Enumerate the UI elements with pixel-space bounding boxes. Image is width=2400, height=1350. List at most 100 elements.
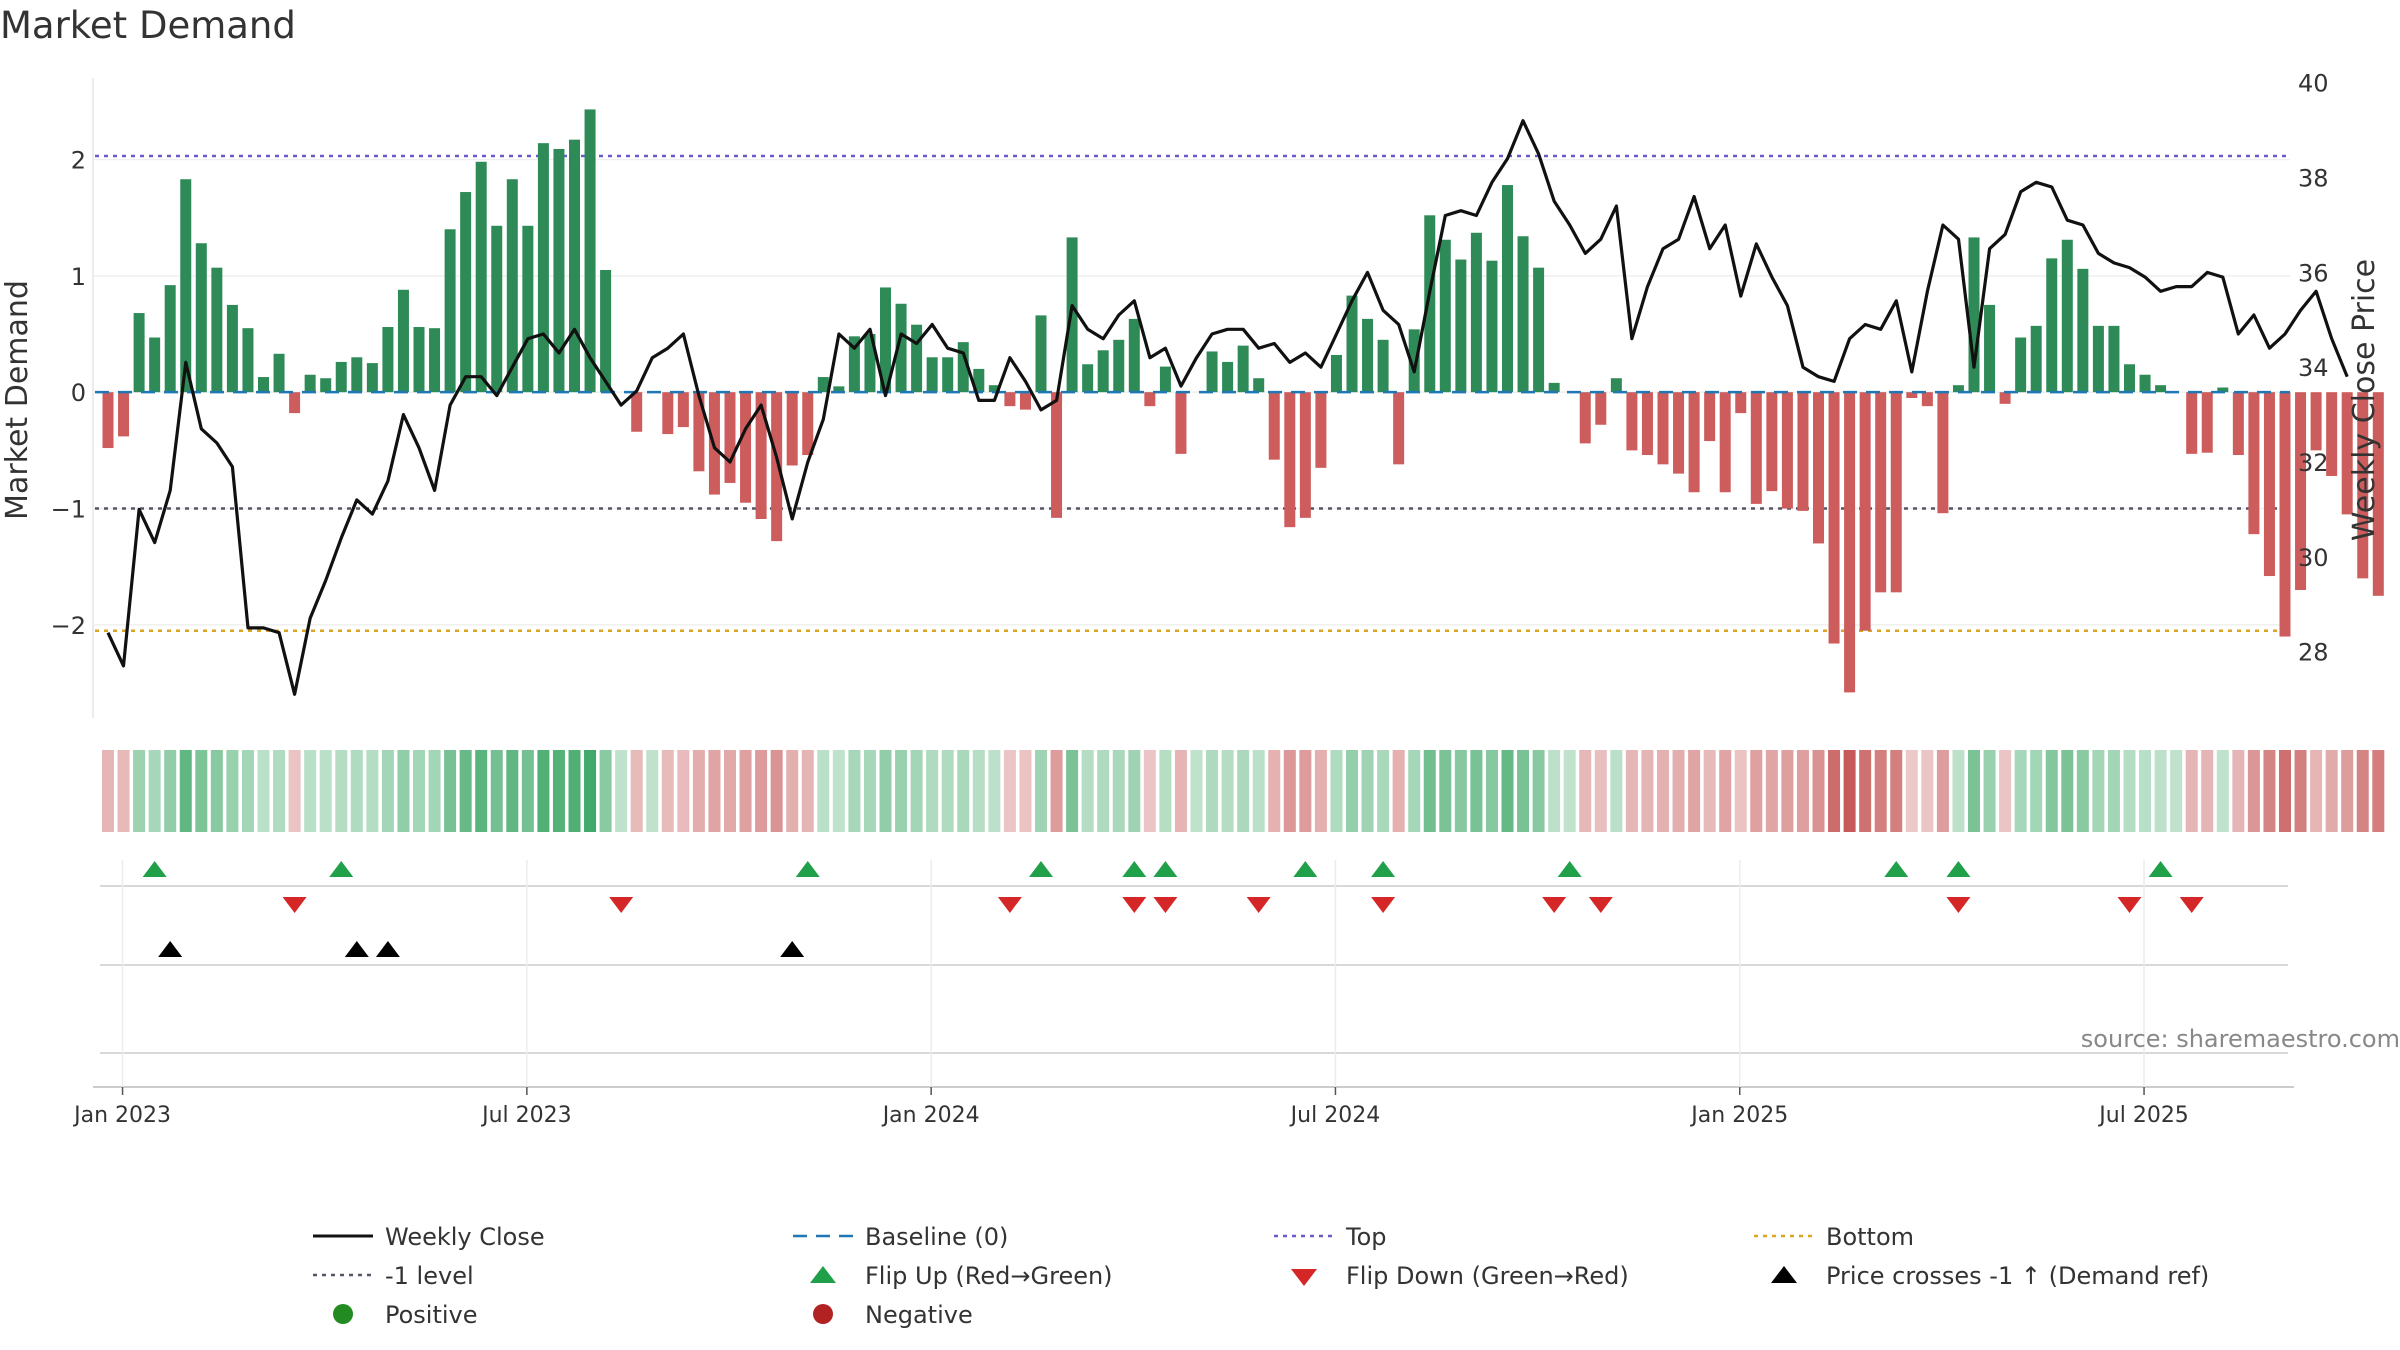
strip-cell: [1206, 750, 1219, 832]
legend-flip-up-icon: [810, 1266, 836, 1283]
demand-bar: [1735, 392, 1747, 414]
demand-bar: [164, 285, 176, 393]
legend-flip-down-icon: [1291, 1269, 1317, 1286]
demand-bar: [242, 328, 254, 393]
demand-bar: [1237, 345, 1249, 393]
strip-cell: [926, 750, 939, 832]
legend-positive-label: Positive: [385, 1301, 478, 1329]
reference-lines: [95, 154, 2290, 632]
demand-bar: [1175, 392, 1187, 454]
strip-cell: [630, 750, 643, 832]
demand-bar: [1502, 185, 1513, 393]
demand-bar: [304, 374, 316, 393]
strip-cell: [863, 750, 876, 832]
flip-down-marker: [609, 897, 634, 913]
flip-down-marker: [1371, 897, 1396, 913]
strip-cell: [1066, 750, 1079, 832]
strip-cell: [1377, 750, 1390, 832]
demand-bar: [1082, 364, 1094, 393]
strip-cell: [444, 750, 457, 832]
strip-cell: [210, 750, 223, 832]
strip-cell: [2170, 750, 2183, 832]
right-tick-label: 38: [2298, 165, 2329, 193]
strip-cell: [1594, 750, 1607, 832]
strip-cell: [661, 750, 674, 832]
left-tick-label: 2: [71, 146, 86, 174]
legend-flip-up-label: Flip Up (Red→Green): [865, 1262, 1113, 1290]
strip-cell: [506, 750, 519, 832]
source-note: source: sharemaestro.com: [2081, 1025, 2400, 1053]
demand-bar: [848, 336, 860, 393]
right-tick-label: 30: [2298, 544, 2329, 572]
strip-cell: [226, 750, 239, 832]
demand-bar: [2046, 258, 2058, 393]
strip-cell: [1112, 750, 1125, 832]
legend-minus-one: -1 level: [313, 1262, 474, 1290]
price-cross-marker: [344, 941, 369, 957]
demand-bar: [2124, 364, 2135, 393]
legend-negative-label: Negative: [865, 1301, 973, 1329]
demand-bar: [1097, 350, 1109, 393]
strip-cell: [615, 750, 628, 832]
flip-down-marker: [997, 897, 1022, 913]
strip-cell: [1159, 750, 1172, 832]
left-axis-ticks: 2 1 0 −1 −2: [51, 146, 86, 639]
demand-bar: [2015, 337, 2027, 393]
strip-cell: [1501, 750, 1514, 832]
demand-bar: [2357, 392, 2369, 579]
strip-cell: [786, 750, 799, 832]
strip-cell: [1579, 750, 1592, 832]
flip-up-marker: [1946, 861, 1971, 877]
strip-cell: [2356, 750, 2369, 832]
strip-cell: [1454, 750, 1467, 832]
strip-cell: [1781, 750, 1794, 832]
demand-bar: [1128, 318, 1140, 393]
demand-bar: [1999, 392, 2011, 404]
strip-cell: [1672, 750, 1685, 832]
demand-bar: [460, 192, 472, 393]
demand-bar: [1035, 315, 1047, 393]
flip-down-marker: [282, 897, 307, 913]
demand-bar: [1984, 304, 1996, 393]
strip-cell: [552, 750, 565, 832]
demand-bar: [631, 392, 643, 432]
flip-up-marker: [1884, 861, 1909, 877]
demand-bar: [1906, 392, 1918, 398]
strip-cell: [1548, 750, 1561, 832]
strip-cell: [1174, 750, 1187, 832]
strip-cell: [1050, 750, 1063, 832]
demand-bar: [2372, 392, 2384, 596]
right-axis-ticks: 40 38 36 34 32 30 28: [2298, 70, 2329, 667]
demand-bar: [864, 334, 876, 393]
demand-bar: [1346, 295, 1358, 393]
strip-cell: [1641, 750, 1654, 832]
strip-cell: [1003, 750, 1016, 832]
strip-cell: [957, 750, 970, 832]
strip-cell: [1361, 750, 1374, 832]
strip-cell: [1346, 750, 1358, 832]
demand-bar: [1781, 392, 1793, 509]
demand-bar: [149, 337, 161, 393]
price-cross-marker: [375, 941, 400, 957]
right-tick-label: 40: [2298, 70, 2329, 98]
flip-up-marker: [795, 861, 820, 877]
demand-bar: [1844, 392, 1856, 693]
demand-bar: [1533, 267, 1545, 393]
demand-bar: [1362, 318, 1374, 393]
legend-weekly-close: Weekly Close: [313, 1223, 545, 1251]
strip-cell: [1812, 750, 1825, 832]
legend-baseline: Baseline (0): [793, 1223, 1008, 1251]
demand-bar: [413, 327, 425, 393]
demand-bar: [662, 392, 674, 435]
left-tick-label: −1: [51, 496, 86, 524]
demand-bar: [273, 353, 285, 393]
flip-up-marker: [1029, 861, 1053, 877]
demand-bar: [1299, 392, 1311, 518]
demand-bar: [802, 392, 814, 456]
demand-bar: [444, 229, 456, 393]
strip-cell: [2092, 750, 2105, 832]
strip-cell: [428, 750, 441, 832]
demand-bar: [1486, 260, 1498, 393]
legend-positive-dot: [333, 1304, 353, 1324]
demand-bar: [1750, 392, 1762, 504]
